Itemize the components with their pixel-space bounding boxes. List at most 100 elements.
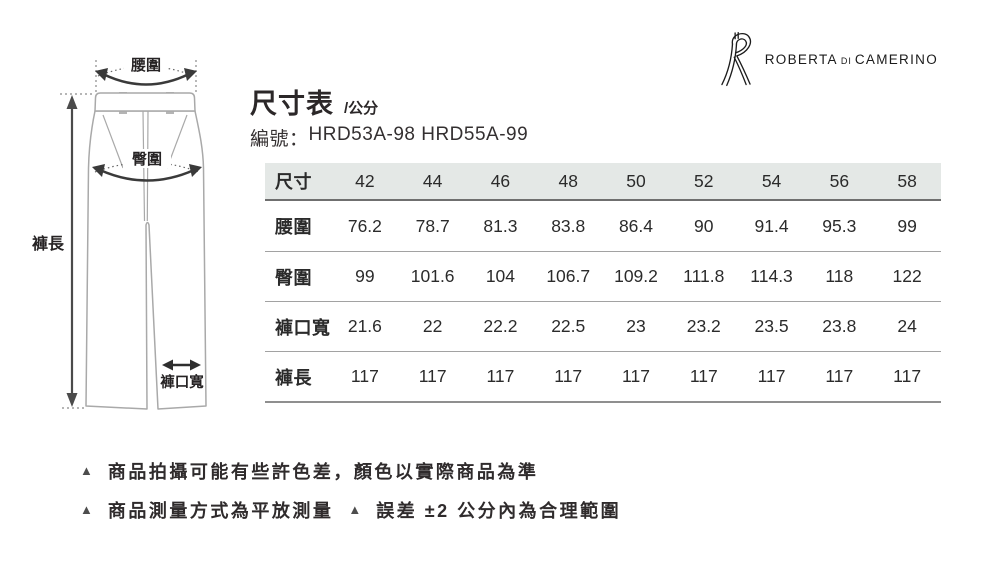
item-code-label: 編號： (250, 129, 309, 150)
table-header-label: 尺寸 (275, 172, 312, 192)
measurement-value: 117 (893, 366, 922, 386)
hip-arc (99, 168, 195, 182)
measurement-value: 104 (485, 266, 516, 286)
page-title-row: 尺寸表 /公分 (250, 82, 378, 121)
note-line: ▲ 商品拍攝可能有些許色差，顏色以實際商品為準 (80, 458, 621, 484)
measurement-value: 106.7 (546, 266, 591, 286)
measurement-value: 95.3 (822, 215, 857, 236)
measurement-value: 21.6 (347, 316, 382, 336)
note-line: ▲ 商品測量方式為平放測量 ▲ 誤差 ±2 公分內為合理範圍 (80, 497, 621, 523)
row-label: 褲口寬 (275, 317, 331, 338)
brand-name: ROBERTA di CAMERINO (765, 52, 938, 67)
logo-right-leg-outer (735, 55, 751, 85)
measurement-value: 22.5 (551, 316, 586, 336)
measurement-value: 83.8 (551, 215, 586, 236)
measurement-value: 91.4 (754, 215, 789, 236)
triangle-bullet-icon: ▲ (80, 501, 93, 517)
table-row: 褲長 117 117 117 117 117 117 117 117 117 (265, 351, 941, 401)
arrow-right-icon (184, 68, 197, 81)
brand-name-middle: di (840, 55, 852, 66)
size-column-header: 54 (761, 170, 782, 191)
measurement-value: 86.4 (618, 215, 654, 236)
brand-name-last: CAMERINO (854, 51, 938, 67)
measurement-value: 99 (355, 266, 375, 286)
size-column-header: 42 (355, 170, 375, 191)
triangle-bullet-icon: ▲ (348, 501, 362, 517)
measurement-value: 109.2 (614, 266, 658, 286)
measurement-value: 117 (418, 366, 447, 386)
measurement-value: 117 (350, 366, 379, 386)
table-row: 腰圍 76.2 78.7 81.3 83.8 86.4 90 91.4 95.3 99 (265, 201, 941, 251)
logo-right-leg-inner (733, 56, 747, 86)
triangle-bullet-icon: ▲ (80, 462, 93, 478)
measurement-value: 22 (422, 316, 443, 336)
waist-arc (102, 72, 190, 86)
size-column-header: 58 (897, 170, 917, 191)
measurement-value: 24 (897, 316, 917, 336)
arrow-right-icon (190, 359, 201, 371)
measurement-value: 117 (689, 366, 718, 386)
measurement-value: 117 (825, 366, 854, 386)
logo-head-outer (731, 33, 751, 57)
label-backing (123, 149, 171, 168)
row-label: 臀圍 (275, 267, 312, 288)
measurement-value: 118 (825, 266, 854, 286)
row-label: 腰圍 (275, 217, 312, 237)
measurement-value: 117 (554, 366, 583, 386)
logo-head-inner (734, 38, 747, 54)
measurement-value: 23.5 (754, 316, 789, 336)
note-text: 商品拍攝可能有些許色差，顏色以實際商品為準 (107, 462, 539, 482)
measurement-value: 99 (897, 215, 917, 236)
measurement-value: 111.8 (683, 266, 725, 286)
measurement-value: 101.6 (410, 266, 455, 286)
length-label: 褲長 (32, 234, 65, 253)
arrow-left-icon (95, 68, 108, 81)
size-column-header: 46 (490, 170, 511, 191)
brand-block: ROBERTA di CAMERINO (714, 28, 938, 90)
arrow-right-icon (189, 164, 202, 177)
measurement-value: 117 (622, 366, 650, 386)
note-text: 誤差 ±2 公分內為合理範圍 (376, 501, 622, 521)
pants-sketch: 褲長 腰圍 臀圍 褲口寬 (32, 55, 207, 410)
table-row: 褲口寬 21.6 22 22.2 22.5 23 23.2 23.5 23.8 24 (265, 301, 941, 351)
arrow-down-icon (66, 393, 78, 407)
table-row: 臀圍 99 101.6 104 106.7 109.2 111.8 114.3 118 122 (265, 251, 941, 301)
pants-legs-outline (85, 110, 207, 410)
note-text: 商品測量方式為平放測量 (107, 501, 334, 521)
item-code-row: 編號： HRD53A-98 HRD55A-99 (250, 124, 528, 151)
size-column-header: 52 (694, 170, 714, 191)
hem-label: 褲口寬 (160, 373, 204, 391)
measurement-value: 22.2 (483, 316, 518, 336)
left-pocket-line (102, 114, 124, 169)
measurement-value: 23 (626, 316, 646, 336)
unit-label: /公分 (344, 100, 379, 117)
page-title: 尺寸表 (250, 89, 334, 119)
measurement-value: 117 (486, 366, 515, 386)
size-column-header: 44 (422, 170, 443, 191)
measurement-value: 76.2 (347, 215, 382, 236)
row-label: 褲長 (275, 367, 312, 388)
size-column-header: 50 (626, 170, 646, 191)
brand-logo-icon (720, 31, 751, 87)
waistband (94, 92, 196, 112)
measurement-value: 122 (892, 266, 922, 286)
measurement-value: 81.3 (483, 215, 518, 236)
logo-left-tail-outer (720, 43, 733, 86)
measurement-value: 78.7 (415, 215, 450, 236)
measurement-value: 90 (694, 215, 714, 236)
label-backing (124, 55, 168, 74)
measurement-value: 114.3 (750, 266, 793, 286)
size-table: 尺寸 42 44 46 48 50 52 54 56 58 腰圍 76.2 78.7 81.3 83.8 86… (265, 163, 941, 403)
table-header-row: 尺寸 42 44 46 48 50 52 54 56 58 (265, 163, 941, 201)
brand-name-first: ROBERTA (764, 51, 838, 67)
footnotes: ▲ 商品拍攝可能有些許色差，顏色以實際商品為準 ▲ 商品測量方式為平放測量 ▲ … (80, 458, 621, 523)
arrow-left-icon (162, 359, 173, 371)
arrow-up-icon (66, 95, 78, 109)
logo-left-tail-inner (725, 44, 737, 87)
size-column-header: 48 (558, 170, 578, 191)
hip-label: 臀圍 (132, 150, 162, 168)
pants-measurement-diagram: 褲長 腰圍 臀圍 褲口寬 (25, 35, 240, 425)
measurement-value: 23.8 (822, 316, 857, 336)
measurement-value: 117 (757, 366, 786, 386)
arrow-left-icon (92, 164, 105, 177)
